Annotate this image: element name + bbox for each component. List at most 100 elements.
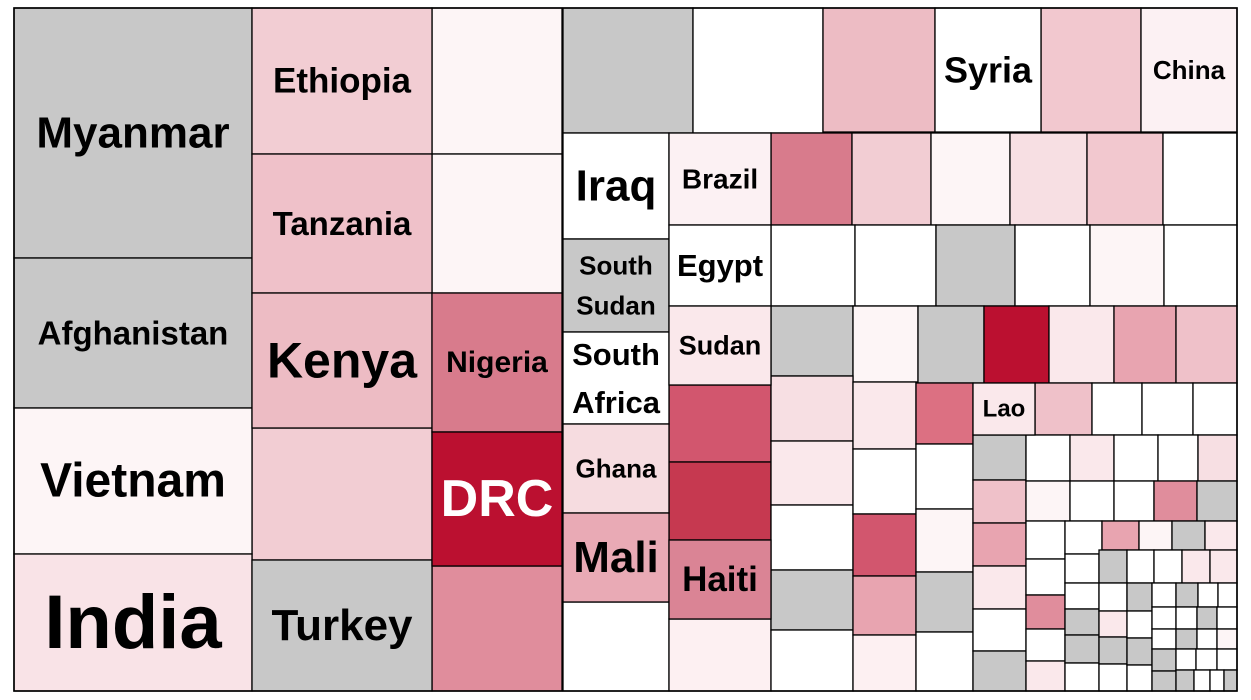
treemap-tile-103: [1151, 628, 1177, 650]
treemap-tile-30: [1113, 305, 1177, 384]
tile-egypt: [668, 224, 772, 307]
tile-tanzania: [251, 153, 433, 294]
treemap-tile-6: [692, 7, 824, 134]
treemap-tile-38: [852, 448, 917, 515]
treemap-tile-11: [668, 461, 772, 541]
treemap-tile-100: [1175, 606, 1198, 630]
treemap-tile-14: [851, 132, 932, 226]
treemap-tile-86: [1064, 662, 1100, 692]
treemap-tile-93: [1126, 637, 1153, 666]
tile-label-kenya: Kenya: [267, 333, 418, 389]
treemap-tile-105: [1196, 628, 1218, 650]
tile-ethiopia: [251, 7, 433, 155]
treemap-tile-67: [1025, 520, 1066, 560]
treemap-tile-36: [770, 629, 854, 692]
treemap-tile-110: [1216, 648, 1238, 671]
tile-label-lao: Lao: [983, 396, 1026, 423]
treemap-tile-42: [915, 382, 974, 445]
treemap-tile-27: [917, 305, 985, 384]
treemap-frame: [13, 7, 1238, 692]
treemap-tile-34: [770, 504, 854, 571]
treemap-tile-29: [1048, 305, 1115, 384]
treemap-tile-25: [770, 305, 854, 377]
treemap-tile-17: [1086, 132, 1164, 226]
treemap-tile-91: [1126, 582, 1153, 612]
treemap-tile-90: [1098, 663, 1128, 692]
treemap-tile-56: [1192, 382, 1238, 436]
treemap-tile-50: [972, 565, 1027, 610]
treemap-tile-24: [1163, 224, 1238, 307]
tile-label-iraq: Iraq: [576, 162, 657, 211]
tile-label-drc: DRC: [441, 470, 554, 528]
treemap-tile-7: [822, 7, 936, 133]
treemap-tile-59: [1113, 434, 1159, 482]
treemap-tile-23: [1089, 224, 1165, 307]
treemap-tile-109: [1195, 648, 1218, 671]
treemap-tile-60: [1157, 434, 1199, 482]
tile-lao: [972, 382, 1036, 436]
tile-label-sudan: Sudan: [679, 331, 762, 361]
treemap-tile-58: [1069, 434, 1115, 482]
treemap-tile-47: [972, 434, 1027, 481]
tile-label-egypt: Egypt: [677, 248, 763, 283]
treemap-tile-102: [1216, 606, 1238, 630]
treemap-tile-75: [1171, 520, 1206, 551]
treemap-tile-65: [1153, 480, 1198, 522]
treemap-tile-33: [770, 440, 854, 506]
treemap-tile-9: [562, 601, 670, 692]
treemap-tile-43: [915, 443, 974, 510]
tile-label-tanzania: Tanzania: [273, 205, 412, 242]
treemap-tile-85: [1064, 634, 1100, 664]
tile-label-south-sudan: South Sudan: [576, 250, 655, 320]
treemap-tile-82: [1209, 549, 1238, 584]
treemap-tile-80: [1153, 549, 1183, 584]
tile-label-myanmar: Myanmar: [36, 109, 229, 158]
treemap-tile-115: [1223, 669, 1238, 692]
tile-label-turkey: Turkey: [271, 601, 413, 650]
treemap-tile-37: [852, 381, 917, 450]
treemap-tile-5: [562, 7, 694, 134]
treemap-tile-106: [1216, 628, 1238, 650]
treemap-tile-35: [770, 569, 854, 631]
treemap-tile-4: [431, 565, 563, 692]
treemap-tile-95: [1151, 582, 1177, 608]
treemap-tile-31: [1175, 305, 1238, 384]
tile-kenya: [251, 292, 433, 429]
tile-haiti: [668, 539, 772, 620]
treemap-tile-62: [1025, 480, 1071, 522]
treemap-tile-8: [1040, 7, 1142, 133]
treemap-tile-12: [668, 618, 772, 692]
treemap-tile-79: [1126, 549, 1155, 584]
treemap-tile-46: [915, 631, 974, 692]
tile-india: [13, 553, 253, 692]
treemap-tile-57: [1025, 434, 1071, 482]
treemap-tile-99: [1151, 606, 1177, 630]
treemap-tile-63: [1069, 480, 1115, 522]
treemap-tile-70: [1025, 628, 1066, 662]
treemap-tile-66: [1196, 480, 1238, 522]
treemap-tile-113: [1193, 669, 1211, 692]
tile-label-syria: Syria: [944, 50, 1033, 91]
treemap-tile-53: [1034, 382, 1093, 436]
tile-south-africa: [562, 331, 670, 425]
treemap-tile-112: [1175, 669, 1195, 692]
treemap-tile-68: [1025, 558, 1066, 596]
tile-label-south-africa: South Africa: [572, 336, 661, 419]
treemap-tile-15: [930, 132, 1011, 226]
treemap-tile-71: [1025, 660, 1066, 692]
treemap-tile-111: [1151, 670, 1177, 692]
treemap-tile-101: [1196, 606, 1218, 630]
treemap-tile-2: [431, 7, 563, 155]
tile-vietnam: [13, 407, 253, 555]
treemap-tile-83: [1064, 582, 1100, 610]
treemap-tile-69: [1025, 594, 1066, 630]
treemap-tile-41: [852, 634, 917, 692]
tile-mali: [562, 512, 670, 603]
tile-label-brazil: Brazil: [682, 164, 758, 195]
tile-label-vietnam: Vietnam: [40, 455, 226, 508]
tile-label-mali: Mali: [573, 533, 659, 582]
treemap-tile-26: [852, 305, 919, 383]
tile-brazil: [668, 132, 772, 226]
treemap-tile-64: [1113, 480, 1155, 522]
treemap-tile-52: [972, 650, 1027, 692]
